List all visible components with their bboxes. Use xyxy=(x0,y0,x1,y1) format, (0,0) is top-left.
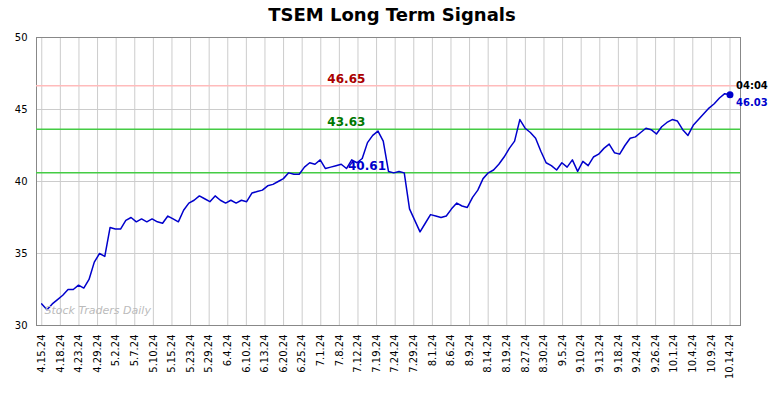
html-text:TSEM Long Term Signals: TSEM Long Term Signals xyxy=(268,4,516,25)
svg-text:5.2.24: 5.2.24 xyxy=(110,335,121,367)
svg-text:9.13.24: 9.13.24 xyxy=(594,335,605,373)
svg-text:04:04: 04:04 xyxy=(736,80,768,91)
svg-text:45: 45 xyxy=(15,104,28,115)
svg-text:6.10.24: 6.10.24 xyxy=(241,335,252,373)
svg-text:8.14.24: 8.14.24 xyxy=(482,335,493,373)
svg-text:40: 40 xyxy=(15,176,28,187)
svg-text:10.9.24: 10.9.24 xyxy=(706,335,717,373)
svg-text:8.30.24: 8.30.24 xyxy=(538,335,549,373)
svg-text:6.20.24: 6.20.24 xyxy=(278,335,289,373)
svg-text:5.29.24: 5.29.24 xyxy=(203,335,214,373)
svg-text:4.29.24: 4.29.24 xyxy=(92,335,103,373)
svg-text:35: 35 xyxy=(15,248,28,259)
svg-text:6.13.24: 6.13.24 xyxy=(259,335,270,373)
svg-text:8.27.24: 8.27.24 xyxy=(520,335,531,373)
svg-text:9.24.24: 9.24.24 xyxy=(631,335,642,373)
svg-text:5.15.24: 5.15.24 xyxy=(166,335,177,373)
svg-text:40.61: 40.61 xyxy=(348,159,386,173)
svg-text:4.18.24: 4.18.24 xyxy=(55,335,66,373)
svg-text:30: 30 xyxy=(15,320,28,331)
svg-text:4.15.24: 4.15.24 xyxy=(36,335,47,373)
svg-text:5.7.24: 5.7.24 xyxy=(129,335,140,367)
svg-text:9.18.24: 9.18.24 xyxy=(613,335,624,373)
svg-text:10.1.24: 10.1.24 xyxy=(668,335,679,373)
svg-text:46.03: 46.03 xyxy=(736,97,768,108)
svg-text:7.8.24: 7.8.24 xyxy=(334,335,345,367)
svg-text:Stock Traders Daily: Stock Traders Daily xyxy=(45,304,152,317)
svg-text:7.29.24: 7.29.24 xyxy=(408,335,419,373)
svg-text:5.23.24: 5.23.24 xyxy=(185,335,196,373)
svg-text:6.4.24: 6.4.24 xyxy=(222,335,233,367)
svg-text:4.23.24: 4.23.24 xyxy=(73,335,84,373)
svg-text:7.12.24: 7.12.24 xyxy=(352,335,363,373)
svg-text:9.5.24: 9.5.24 xyxy=(557,335,568,367)
svg-text:8.19.24: 8.19.24 xyxy=(501,335,512,373)
svg-text:10.4.24: 10.4.24 xyxy=(687,335,698,373)
svg-text:46.65: 46.65 xyxy=(327,72,365,86)
svg-text:7.1.24: 7.1.24 xyxy=(315,335,326,367)
svg-text:6.25.24: 6.25.24 xyxy=(296,335,307,373)
svg-text:9.10.24: 9.10.24 xyxy=(575,335,586,373)
svg-text:8.1.24: 8.1.24 xyxy=(427,335,438,367)
svg-text:43.63: 43.63 xyxy=(327,115,365,129)
svg-text:7.24.24: 7.24.24 xyxy=(389,335,400,373)
svg-text:5.10.24: 5.10.24 xyxy=(148,335,159,373)
svg-text:7.19.24: 7.19.24 xyxy=(371,335,382,373)
svg-text:10.14.24: 10.14.24 xyxy=(724,335,735,380)
svg-text:50: 50 xyxy=(15,32,28,43)
svg-text:8.6.24: 8.6.24 xyxy=(445,335,456,367)
svg-text:9.26.24: 9.26.24 xyxy=(650,335,661,373)
svg-text:8.9.24: 8.9.24 xyxy=(464,335,475,367)
